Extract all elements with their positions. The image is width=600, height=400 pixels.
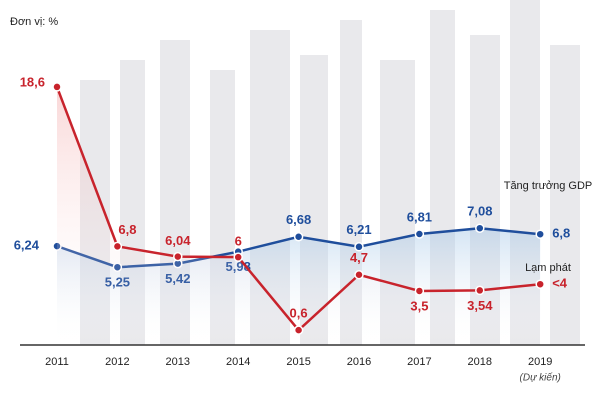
point bbox=[293, 232, 304, 242]
value-label: 3,54 bbox=[467, 298, 493, 313]
value-label: 3,5 bbox=[410, 298, 428, 313]
value-label: 6 bbox=[235, 234, 242, 249]
point bbox=[173, 251, 183, 262]
x-tick-label: 2019 bbox=[528, 356, 552, 368]
point bbox=[535, 229, 545, 239]
point bbox=[475, 285, 485, 296]
value-label: 6,81 bbox=[407, 209, 432, 224]
x-tick-label: 2017 bbox=[407, 356, 431, 368]
point bbox=[414, 229, 425, 239]
point bbox=[354, 269, 364, 280]
point bbox=[293, 325, 304, 335]
point bbox=[535, 279, 545, 289]
value-label: 6,8 bbox=[118, 222, 136, 237]
x-tick-label: 2014 bbox=[226, 356, 250, 368]
point bbox=[112, 241, 123, 252]
value-label: 6,04 bbox=[165, 233, 191, 248]
x-tick-label: 2011 bbox=[45, 356, 69, 368]
value-label: 6,68 bbox=[286, 212, 311, 227]
category-note: (Dự kiến) bbox=[520, 372, 561, 384]
point bbox=[233, 252, 243, 262]
value-label: 6,8 bbox=[552, 226, 570, 241]
point bbox=[354, 242, 364, 252]
point bbox=[475, 223, 485, 233]
legend-label: Lạm phát bbox=[525, 262, 571, 274]
value-label: 6,21 bbox=[346, 222, 371, 237]
value-label: 7,08 bbox=[467, 204, 492, 219]
x-tick-label: 2016 bbox=[347, 356, 371, 368]
value-label: 18,6 bbox=[20, 74, 45, 89]
value-label: 0,6 bbox=[290, 306, 308, 321]
x-tick-label: 2012 bbox=[105, 356, 129, 368]
value-label: <4 bbox=[552, 276, 568, 291]
x-tick-label: 2013 bbox=[166, 356, 190, 368]
unit-label: Đơn vị: % bbox=[10, 16, 58, 28]
point bbox=[414, 286, 425, 296]
point bbox=[52, 82, 62, 92]
legend-label: Tăng trưởng GDP bbox=[504, 180, 593, 192]
area bbox=[57, 86, 541, 345]
x-tick-label: 2015 bbox=[286, 356, 310, 368]
value-label: 4,7 bbox=[350, 250, 368, 265]
value-label: 6,24 bbox=[14, 238, 40, 253]
x-tick-label: 2018 bbox=[468, 356, 492, 368]
